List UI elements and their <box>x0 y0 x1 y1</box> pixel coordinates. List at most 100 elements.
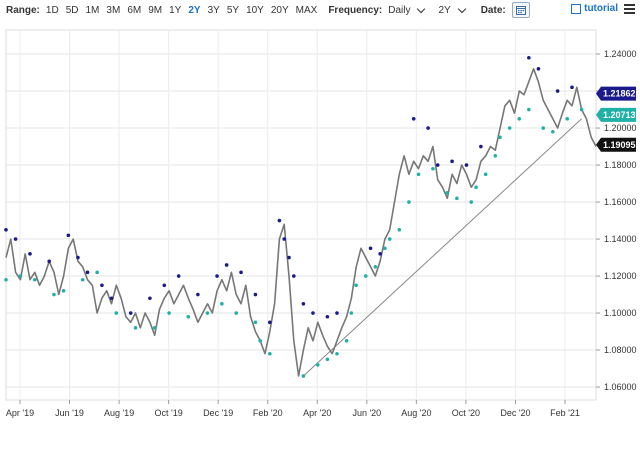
range-button-3y[interactable]: 3Y <box>207 4 220 16</box>
sar-dot-above <box>148 296 152 301</box>
x-tick-label: Oct '20 <box>452 408 480 418</box>
sar-dot-below <box>325 357 330 362</box>
last-value-tags: 1.21862 1.20713 1.19095 <box>596 86 636 152</box>
sar-dot-above <box>282 237 287 241</box>
sar-dot-below <box>507 126 512 130</box>
range-button-1y[interactable]: 1Y <box>169 4 182 16</box>
plot-frame <box>5 29 597 401</box>
sar-dot-below <box>253 320 258 325</box>
sar-dot-above <box>224 263 229 267</box>
sar-dot-below <box>114 311 119 315</box>
last-value-tag-label: 1.21862 <box>603 89 636 99</box>
period-select[interactable]: 2Y <box>438 4 466 16</box>
range-button-1m[interactable]: 1M <box>85 4 100 16</box>
sar-dot-above <box>555 89 560 93</box>
brand-logo: tutorial <box>571 3 618 14</box>
y-tick-label: 1.06000 <box>604 382 637 392</box>
range-button-9m[interactable]: 9M <box>148 4 163 16</box>
y-tick-label: 1.10000 <box>604 308 637 318</box>
sar-dot-above <box>368 246 373 251</box>
sar-dot-above <box>287 255 291 260</box>
sar-dot-below <box>80 277 85 282</box>
x-tick-label: Aug '20 <box>401 408 431 418</box>
last-value-tag: 1.20713 <box>596 107 636 122</box>
sar-dot-above <box>76 255 80 260</box>
series-layer <box>4 55 597 378</box>
frequency-value: Daily <box>388 4 411 16</box>
date-label: Date: <box>480 4 506 16</box>
sar-dot-above <box>28 252 32 256</box>
hamburger-menu-icon[interactable] <box>624 4 635 15</box>
y-tick-label: 1.24000 <box>604 49 637 59</box>
sar-dot-above <box>215 274 219 278</box>
sar-dot-below <box>335 351 339 356</box>
range-button-5d[interactable]: 5D <box>65 4 79 16</box>
sar-dot-above <box>479 144 483 149</box>
sar-dot-above <box>426 126 430 130</box>
range-button-max[interactable]: MAX <box>295 4 318 16</box>
sar-dot-below <box>416 172 421 177</box>
sar-dot-below <box>234 311 239 315</box>
range-button-3m[interactable]: 3M <box>106 4 121 16</box>
y-tick-label: 1.08000 <box>604 345 637 355</box>
sar-dot-below <box>445 191 450 195</box>
sar-dot-above <box>527 55 531 60</box>
y-tick-label: 1.18000 <box>604 160 637 170</box>
chevron-down-icon <box>457 4 466 13</box>
sar-dot-below <box>363 274 368 278</box>
chevron-down-icon <box>417 4 426 13</box>
x-tick-label: Apr '19 <box>6 408 34 418</box>
frequency-label: Frequency: <box>328 4 383 16</box>
sar-dot-below <box>167 311 171 315</box>
date-picker-button[interactable] <box>511 2 530 18</box>
y-tick-label: 1.14000 <box>604 234 637 244</box>
sar-dot-below <box>407 200 411 204</box>
sar-dot-above <box>268 320 272 325</box>
last-value-tag-bg <box>596 137 636 152</box>
trendline-segment <box>303 118 582 377</box>
range-button-10y[interactable]: 10Y <box>246 4 264 16</box>
calendar-icon <box>515 6 526 15</box>
x-tick-label: Feb '21 <box>550 408 580 418</box>
sar-dot-above <box>292 274 296 278</box>
sar-dot-below <box>354 283 358 288</box>
x-tick-label: Jun '20 <box>352 408 381 418</box>
range-button-20y[interactable]: 20Y <box>270 4 289 16</box>
x-axis: Apr '19 Jun '19 Aug '19 Oct '19 Dec '19 Feb '… <box>6 400 580 418</box>
tutorial-icon <box>571 3 582 14</box>
sar-dot-below <box>493 154 498 158</box>
sar-dot-below <box>32 277 37 282</box>
sar-dot-above <box>570 85 574 90</box>
sar-dot-below <box>483 172 488 177</box>
last-value-tag-bg <box>596 107 636 122</box>
frequency-select[interactable]: Daily <box>388 4 426 16</box>
x-tick-label: Feb '20 <box>253 408 283 418</box>
range-button-1d[interactable]: 1D <box>45 4 59 16</box>
x-tick-label: Oct '19 <box>155 408 183 418</box>
sar-dot-above <box>325 314 330 319</box>
sar-dot-below <box>527 107 531 112</box>
sar-dot-below <box>397 228 402 232</box>
price-line <box>5 67 597 377</box>
sar-dot-below <box>186 314 191 319</box>
range-button-2y[interactable]: 2Y <box>188 4 201 16</box>
price-chart: 1.240001.220001.200001.180001.160001.140… <box>4 29 637 418</box>
x-tick-label: Apr '20 <box>303 408 331 418</box>
last-value-tag: 1.21862 <box>596 86 636 101</box>
sar-dot-below <box>474 185 478 190</box>
sar-dot-above <box>311 311 315 315</box>
sar-dot-below <box>4 277 8 282</box>
sar-dot-above <box>162 283 167 288</box>
range-button-6m[interactable]: 6M <box>127 4 142 16</box>
x-tick-label: Jun '19 <box>55 408 84 418</box>
sar-dot-below <box>387 237 392 241</box>
brand-label: tutorial <box>584 3 618 14</box>
x-tick-label: Dec '20 <box>500 408 530 418</box>
sar-dot-below <box>565 117 570 121</box>
sar-dot-below <box>52 292 56 297</box>
sar-dot-above <box>66 233 71 238</box>
range-button-5y[interactable]: 5Y <box>226 4 240 16</box>
sar-dot-above <box>100 283 104 288</box>
sar-dot-above <box>464 163 469 167</box>
sar-dot-above <box>301 302 306 306</box>
